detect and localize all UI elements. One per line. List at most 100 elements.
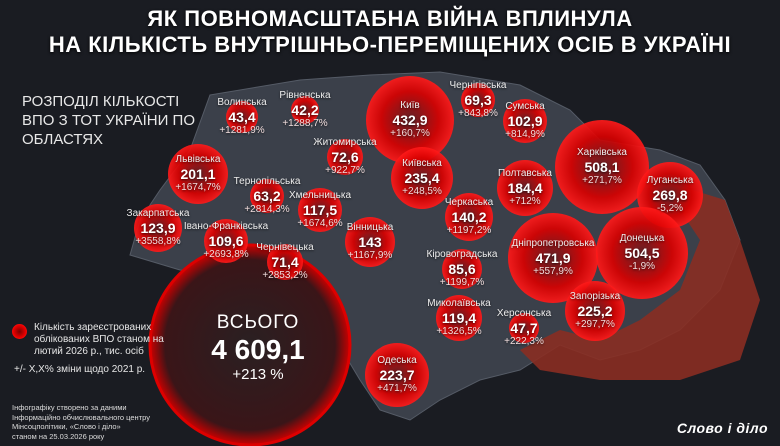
region-label: Івано-Франківська 109,6 +2693,8% xyxy=(184,221,268,261)
region-label: Чернігівська 69,3 +843,8% xyxy=(450,80,507,120)
region-value: 269,8 xyxy=(652,187,688,203)
region-name: Київська xyxy=(402,158,442,169)
region-name: Львівська xyxy=(175,154,221,165)
region-change: +2814,3% xyxy=(244,204,290,215)
region-value: 235,4 xyxy=(404,170,440,186)
credits: Інфографіку створено за даними Інформаці… xyxy=(12,403,150,441)
title-line-1: ЯК ПОВНОМАСШТАБНА ВІЙНА ВПЛИНУЛА xyxy=(147,6,633,31)
credits-line: станом на 25.03.2026 року xyxy=(12,431,105,441)
region-bubble xyxy=(345,217,395,267)
region-name: Черкаська xyxy=(444,197,494,208)
region-label: Закарпатська 123,9 +3558,8% xyxy=(127,208,190,248)
region-label: Тернопільська 63,2 +2814,3% xyxy=(234,176,301,216)
region-bubble xyxy=(508,213,598,303)
region-name: Рівненська xyxy=(279,90,331,101)
region-change: +1167,9% xyxy=(347,250,393,261)
region-change: +248,5% xyxy=(402,186,442,197)
region-name: Житомирська xyxy=(313,137,377,148)
region-label: Миколаївська 119,4 +1326,5% xyxy=(427,298,491,338)
total-block: ВСЬОГО 4 609,1 +213 % xyxy=(211,312,304,384)
region-change: +1674,6% xyxy=(297,218,343,229)
region-change: +1199,7% xyxy=(439,277,485,288)
region-bubble xyxy=(267,244,303,280)
region-name: Чернігівська xyxy=(449,80,507,91)
region-name: Чернівецька xyxy=(256,242,314,253)
region-value: 85,6 xyxy=(448,261,476,277)
region-value: 143 xyxy=(358,234,382,250)
region-bubble xyxy=(442,249,482,289)
region-change: +271,7% xyxy=(582,175,622,186)
region-change: +814,9% xyxy=(505,129,545,140)
region-name: Херсонська xyxy=(496,308,552,319)
region-label: Полтавська 184,4 +712% xyxy=(498,168,552,208)
region-value: 508,1 xyxy=(584,159,620,175)
region-value: 43,4 xyxy=(228,109,256,125)
region-label: Житомирська 72,6 +922,7% xyxy=(313,137,376,177)
legend: Кількість зареєстрованих облікованих ВПО… xyxy=(12,322,174,376)
region-value: 69,3 xyxy=(464,92,492,108)
credits-line: Інфографіку створено за даними xyxy=(12,403,127,412)
region-bubble xyxy=(461,83,495,117)
region-name: Полтавська xyxy=(498,168,552,179)
region-change: +2853,2% xyxy=(262,270,308,281)
credits-line: Мінсоцполітики, «Слово і діло» xyxy=(12,422,121,431)
region-bubble xyxy=(298,188,342,232)
region-label: Хмельницька 117,5 +1674,6% xyxy=(289,190,351,230)
region-name: Миколаївська xyxy=(427,298,491,309)
region-value: 47,7 xyxy=(510,320,538,336)
total-label: ВСЬОГО xyxy=(216,312,300,333)
region-bubble xyxy=(366,76,454,164)
region-bubble xyxy=(596,207,688,299)
region-name: Дніпропетровська xyxy=(511,238,595,249)
region-value: 102,9 xyxy=(507,113,543,129)
region-change: +712% xyxy=(509,196,541,207)
region-change: +1281,9% xyxy=(219,125,265,136)
region-change: +1288,7% xyxy=(282,118,328,129)
region-label: Київська 235,4 +248,5% xyxy=(402,158,442,198)
region-bubble xyxy=(503,99,547,143)
region-name: Кіровоградська xyxy=(426,249,498,260)
region-value: 225,2 xyxy=(577,303,613,319)
region-label: Дніпропетровська 471,9 +557,9% xyxy=(512,238,595,278)
region-name: Сумська xyxy=(505,101,545,112)
region-change: +160,7% xyxy=(390,128,430,139)
region-bubble xyxy=(509,313,539,343)
region-change: +1197,2% xyxy=(446,225,492,236)
region-change: +297,7% xyxy=(575,319,615,330)
occupied-territory xyxy=(520,180,760,380)
region-label: Вінницька 143 +1167,9% xyxy=(347,222,394,262)
region-bubble xyxy=(327,139,363,175)
region-bubble xyxy=(555,120,649,214)
region-change: +922,7% xyxy=(325,165,365,176)
region-name: Івано-Франківська xyxy=(183,221,269,232)
region-name: Тернопільська xyxy=(233,176,301,187)
region-name: Одеська xyxy=(377,355,417,366)
region-label: Рівненська 42,2 +1288,7% xyxy=(279,90,330,130)
region-value: 223,7 xyxy=(379,367,415,383)
credits-line: Інформаційно обчислювального центру xyxy=(12,412,150,422)
region-value: 117,5 xyxy=(302,202,338,218)
title-line-2: НА КІЛЬКІСТЬ ВНУТРІШНЬО-ПЕРЕМІЩЕНИХ ОСІБ… xyxy=(48,32,732,57)
region-bubble xyxy=(365,343,429,407)
page-title: ЯК ПОВНОМАСШТАБНА ВІЙНА ВПЛИНУЛА НА КІЛЬК… xyxy=(0,6,780,58)
region-value: 72,6 xyxy=(331,149,359,165)
region-value: 432,9 xyxy=(392,112,428,128)
region-change: +843,8% xyxy=(458,108,498,119)
region-change: +471,7% xyxy=(377,383,417,394)
region-value: 71,4 xyxy=(271,254,299,270)
region-change: +222,3% xyxy=(504,336,544,347)
region-bubble xyxy=(168,144,228,204)
region-label: Одеська 223,7 +471,7% xyxy=(377,355,417,395)
region-change: -5,2% xyxy=(656,203,684,214)
region-name: Волинська xyxy=(217,97,267,108)
region-name: Хмельницька xyxy=(288,190,352,201)
legend-change-text: +/- Х,Х% зміни щодо 2021 р. xyxy=(14,364,146,375)
region-value: 504,5 xyxy=(624,245,660,261)
region-label: Луганська 269,8 -5,2% xyxy=(647,175,694,215)
region-change: +1326,5% xyxy=(436,326,482,337)
region-label: Черкаська 140,2 +1197,2% xyxy=(445,197,493,237)
region-value: 471,9 xyxy=(535,250,571,266)
region-label: Львівська 201,1 +1674,7% xyxy=(175,154,220,194)
region-name: Вінницька xyxy=(346,222,394,233)
